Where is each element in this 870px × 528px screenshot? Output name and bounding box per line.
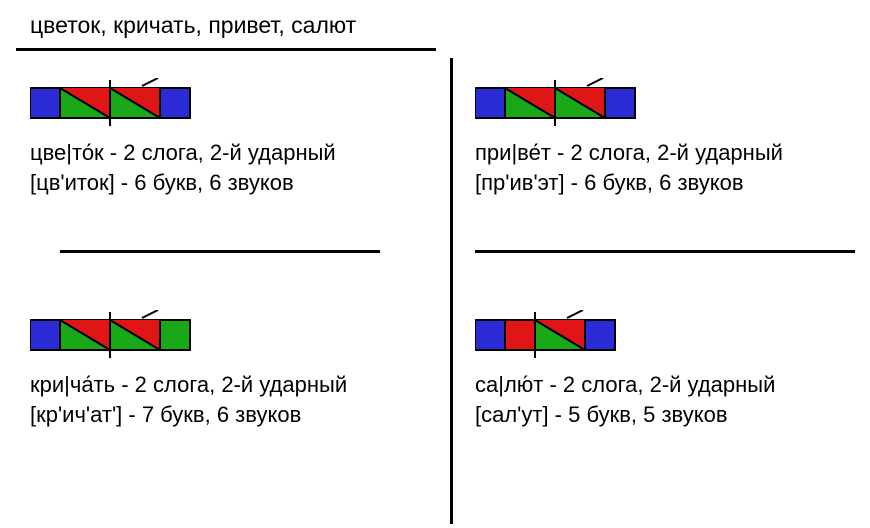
- header-words: цветок, кричать, привет, салют: [30, 12, 356, 39]
- salyut-transcription: [сал'ут] - 5 букв, 5 звуков: [475, 402, 728, 428]
- right-panel-divider: [475, 250, 855, 253]
- vertical-divider: [450, 58, 453, 524]
- krichat-syllables: кри|ча́ть - 2 слога, 2-й ударный: [30, 372, 347, 398]
- tsvetok-transcription: [цв'иток] - 6 букв, 6 звуков: [30, 170, 294, 196]
- privet-transcription: [пр'ив'эт] - 6 букв, 6 звуков: [475, 170, 744, 196]
- left-panel-divider: [60, 250, 380, 253]
- scheme-privet: [475, 78, 655, 128]
- tsvetok-syllables: цве|то́к - 2 слога, 2-й ударный: [30, 140, 336, 166]
- salyut-syllables: са|лю́т - 2 слога, 2-й ударный: [475, 372, 775, 398]
- header-underline: [16, 48, 436, 51]
- scheme-tsvetok: [30, 78, 210, 128]
- scheme-salyut: [475, 310, 635, 360]
- privet-syllables: при|ве́т - 2 слога, 2-й ударный: [475, 140, 783, 166]
- krichat-transcription: [кр'ич'ат'] - 7 букв, 6 звуков: [30, 402, 301, 428]
- scheme-krichat: [30, 310, 210, 360]
